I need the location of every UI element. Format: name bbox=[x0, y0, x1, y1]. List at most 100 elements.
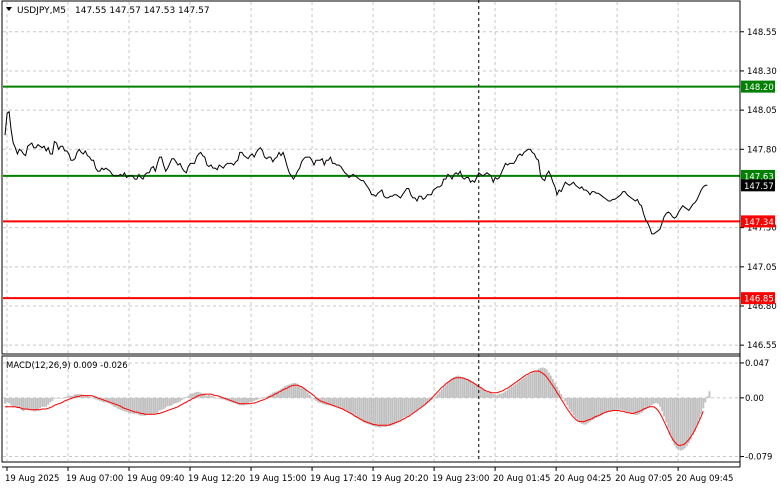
macd-histogram-bar bbox=[241, 397, 243, 406]
macd-histogram-bar bbox=[261, 397, 264, 399]
time-tick-label: 19 Aug 2025 bbox=[5, 474, 59, 484]
macd-histogram-bar bbox=[482, 388, 484, 398]
macd-histogram-bar bbox=[486, 391, 488, 398]
macd-histogram-bar bbox=[341, 397, 344, 410]
macd-histogram-bar bbox=[109, 397, 111, 404]
macd-histogram-bar bbox=[471, 381, 474, 398]
macd-histogram-bar bbox=[694, 397, 696, 431]
macd-histogram-bar bbox=[286, 385, 289, 398]
macd-histogram-bar bbox=[506, 389, 509, 398]
macd-histogram-bar bbox=[144, 397, 146, 416]
macd-histogram-bar bbox=[490, 393, 493, 398]
macd-histogram-bar bbox=[82, 394, 85, 398]
macd-histogram-bar bbox=[527, 374, 530, 398]
macd-histogram-bar bbox=[360, 397, 363, 421]
macd-histogram-bar bbox=[416, 397, 418, 411]
macd-histogram-bar bbox=[218, 397, 221, 399]
macd-histogram-bar bbox=[502, 392, 505, 398]
macd-histogram-bar bbox=[620, 397, 622, 410]
macd-histogram-bar bbox=[125, 397, 128, 412]
macd-histogram-bar bbox=[96, 397, 99, 401]
macd-histogram-bar bbox=[381, 397, 383, 427]
macd-histogram-bar bbox=[175, 397, 177, 404]
macd-histogram-bar bbox=[57, 397, 60, 399]
macd-histogram-bar bbox=[290, 383, 293, 398]
macd-histogram-bar bbox=[552, 379, 554, 398]
macd-histogram-bar bbox=[646, 397, 649, 409]
macd-histogram-bar bbox=[422, 397, 425, 407]
macd-histogram-bar bbox=[543, 368, 546, 398]
macd-histogram-bar bbox=[479, 387, 482, 398]
macd-histogram-bar bbox=[446, 382, 449, 398]
macd-histogram-bar bbox=[263, 397, 266, 398]
macd-histogram-bar bbox=[12, 397, 15, 408]
macd-histogram-bar bbox=[675, 397, 678, 449]
macd-histogram-bar bbox=[426, 397, 429, 404]
macd-histogram-bar bbox=[41, 397, 44, 407]
macd-histogram-bar bbox=[442, 386, 445, 398]
macd-histogram-bar bbox=[383, 397, 385, 427]
macd-histogram-bar bbox=[350, 397, 352, 414]
macd-histogram-bar bbox=[525, 376, 528, 398]
macd-histogram-bar bbox=[253, 397, 256, 401]
macd-axis-ticks: 0.047 0.00 -0.079 bbox=[740, 359, 772, 463]
time-tick-label: 20 Aug 07:05 bbox=[615, 474, 672, 484]
macd-histogram-bar bbox=[6, 397, 8, 403]
macd-histogram-bar bbox=[698, 397, 701, 420]
macd-histogram-bar bbox=[249, 397, 252, 403]
macd-histogram-bar bbox=[245, 397, 247, 405]
macd-histogram-bar bbox=[135, 397, 138, 415]
macd-histogram-bar bbox=[391, 397, 394, 426]
macd-histogram-bar bbox=[508, 388, 511, 398]
level-price-label: 147.63 bbox=[744, 172, 774, 182]
level-price-label: 148.20 bbox=[744, 83, 774, 93]
macd-tick-label: 0.047 bbox=[745, 359, 769, 369]
macd-histogram-bar bbox=[582, 397, 585, 425]
price-tick-label: 146.80 bbox=[747, 302, 777, 312]
macd-signal-line bbox=[5, 370, 704, 446]
current-price-label: 147.57 bbox=[744, 182, 774, 192]
macd-histogram-bar bbox=[333, 397, 336, 407]
macd-histogram-bar bbox=[183, 397, 186, 399]
macd-histogram-bar bbox=[90, 397, 93, 398]
macd-histogram-bar bbox=[374, 397, 377, 427]
macd-histogram-bar bbox=[131, 397, 134, 414]
macd-histogram-bar bbox=[304, 390, 307, 398]
macd-histogram-bar bbox=[500, 393, 503, 398]
macd-histogram-bar bbox=[156, 397, 159, 413]
macd-histogram-bar bbox=[692, 397, 694, 435]
main-pane-border bbox=[1, 0, 741, 355]
macd-histogram-bar bbox=[28, 397, 31, 410]
macd-histogram-bar bbox=[593, 397, 596, 420]
macd-histogram-bar bbox=[572, 397, 575, 415]
macd-histogram-bar bbox=[554, 383, 556, 398]
macd-histogram-bar bbox=[549, 375, 552, 398]
macd-histogram-bar bbox=[533, 371, 536, 398]
level-price-tag bbox=[741, 292, 775, 305]
macd-histogram-bar bbox=[558, 390, 561, 398]
macd-histogram-bar bbox=[84, 394, 87, 398]
macd-histogram-bar bbox=[107, 397, 109, 404]
macd-histogram-bar bbox=[308, 394, 311, 398]
ohlc-values: 147.55 147.57 147.53 147.57 bbox=[75, 6, 210, 16]
macd-histogram-bar bbox=[193, 392, 196, 398]
macd-histogram-bar bbox=[255, 397, 258, 401]
macd-histogram-bar bbox=[531, 372, 534, 398]
macd-histogram-bar bbox=[26, 397, 29, 410]
macd-histogram-bar bbox=[346, 397, 348, 412]
macd-histogram-bar bbox=[335, 397, 338, 408]
price-tick-label: 148.30 bbox=[747, 67, 777, 77]
macd-histogram-bar bbox=[348, 397, 350, 413]
macd-histogram-bar bbox=[702, 397, 705, 409]
macd-histogram-bar bbox=[545, 369, 548, 398]
macd-histogram-bar bbox=[168, 397, 171, 407]
macd-histogram-bar bbox=[469, 380, 472, 398]
symbol-menu-icon[interactable] bbox=[6, 7, 12, 11]
macd-histogram-bar bbox=[541, 367, 544, 398]
macd-histogram-bar bbox=[47, 397, 50, 405]
macd-histogram-bar bbox=[379, 397, 381, 428]
macd-histogram-bar bbox=[622, 397, 624, 411]
macd-histogram-bar bbox=[451, 378, 453, 398]
macd-histogram-bar bbox=[584, 397, 587, 425]
